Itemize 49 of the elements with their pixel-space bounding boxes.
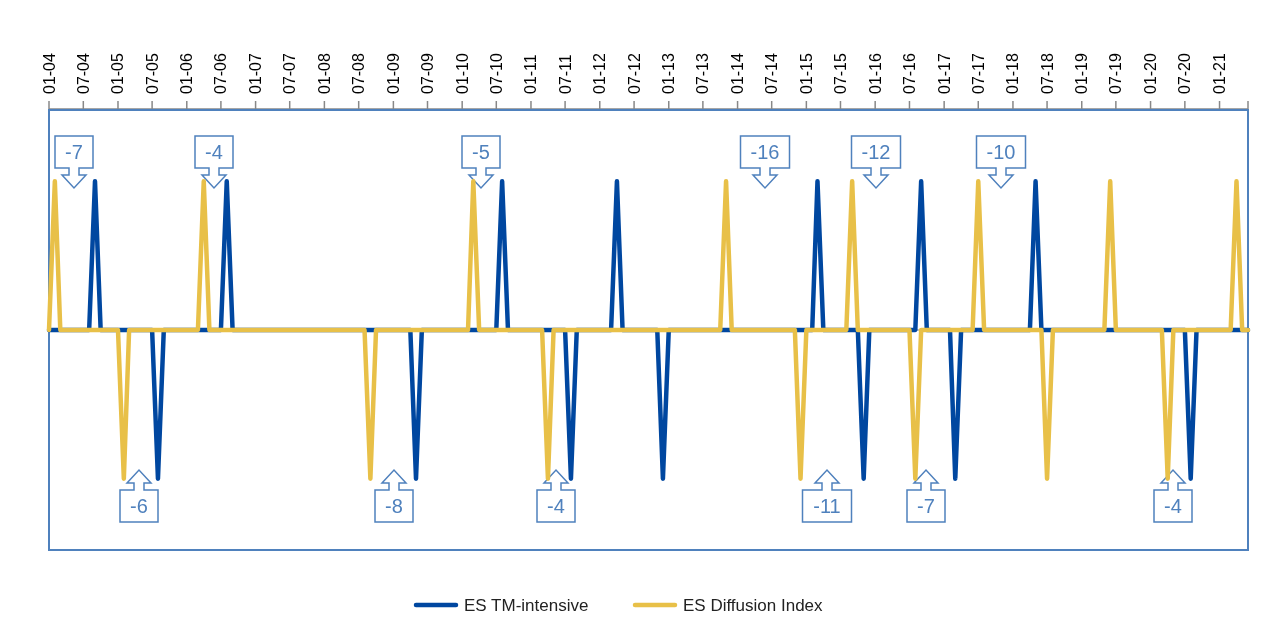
x-tick-label: 01-15	[797, 52, 815, 94]
x-tick-label: 01-21	[1211, 52, 1229, 94]
arrow-callout: -16	[739, 135, 791, 190]
arrow-callout: -7	[906, 468, 946, 523]
x-tick-label: 01-11	[522, 54, 540, 94]
arrow-callout: -4	[1153, 468, 1193, 523]
x-tick-label: 01-09	[384, 52, 402, 94]
x-tick-label: 01-19	[1073, 52, 1091, 94]
arrow-callout: -5	[461, 135, 501, 190]
x-tick-label: 07-05	[143, 52, 161, 94]
arrow-callout: -8	[374, 468, 414, 523]
x-tick-label: 07-16	[900, 52, 918, 94]
x-tick-label: 07-11	[556, 54, 574, 94]
legend-label: ES Diffusion Index	[683, 595, 824, 615]
x-tick-label: 07-14	[763, 52, 781, 94]
x-tick-label: 01-12	[591, 52, 609, 94]
x-tick-label: 01-04	[40, 52, 58, 94]
arrow-callout: -12	[850, 135, 902, 190]
legend-label: ES TM-intensive	[464, 595, 589, 615]
x-tick-label: 07-13	[694, 52, 712, 94]
x-tick-label: 07-15	[831, 52, 849, 94]
x-tick-label: 07-06	[212, 52, 230, 94]
x-tick-label: 01-16	[866, 52, 884, 94]
x-tick-label: 01-18	[1004, 52, 1022, 94]
x-tick-label: 07-12	[625, 52, 643, 94]
arrow-callout: -7	[54, 135, 94, 190]
arrow-callout: -4	[536, 468, 576, 523]
x-tick-label: 07-19	[1107, 52, 1125, 94]
x-tick-label: 01-10	[453, 52, 471, 94]
x-tick-label: 01-05	[109, 52, 127, 94]
x-tick-label: 07-18	[1038, 52, 1056, 94]
x-tick-label: 07-09	[418, 52, 436, 94]
x-tick-label: 07-10	[487, 52, 505, 94]
arrow-callout: -4	[194, 135, 234, 190]
arrow-callout: -6	[119, 468, 159, 523]
x-tick-label: 01-17	[935, 52, 953, 94]
x-tick-label: 01-20	[1142, 52, 1160, 94]
x-tick-label: 07-07	[281, 52, 299, 94]
x-tick-label: 07-20	[1176, 52, 1194, 94]
x-tick-label: 01-14	[729, 52, 747, 94]
arrow-callout: -10	[975, 135, 1027, 190]
x-tick-label: 07-04	[74, 52, 92, 94]
x-tick-label: 01-13	[660, 52, 678, 94]
arrow-callout: -11	[801, 468, 853, 523]
x-tick-label: 01-06	[178, 52, 196, 94]
x-tick-label: 01-07	[247, 52, 265, 94]
x-tick-label: 07-17	[969, 52, 987, 94]
x-tick-label: 01-08	[315, 52, 333, 94]
x-tick-label: 07-08	[350, 52, 368, 94]
